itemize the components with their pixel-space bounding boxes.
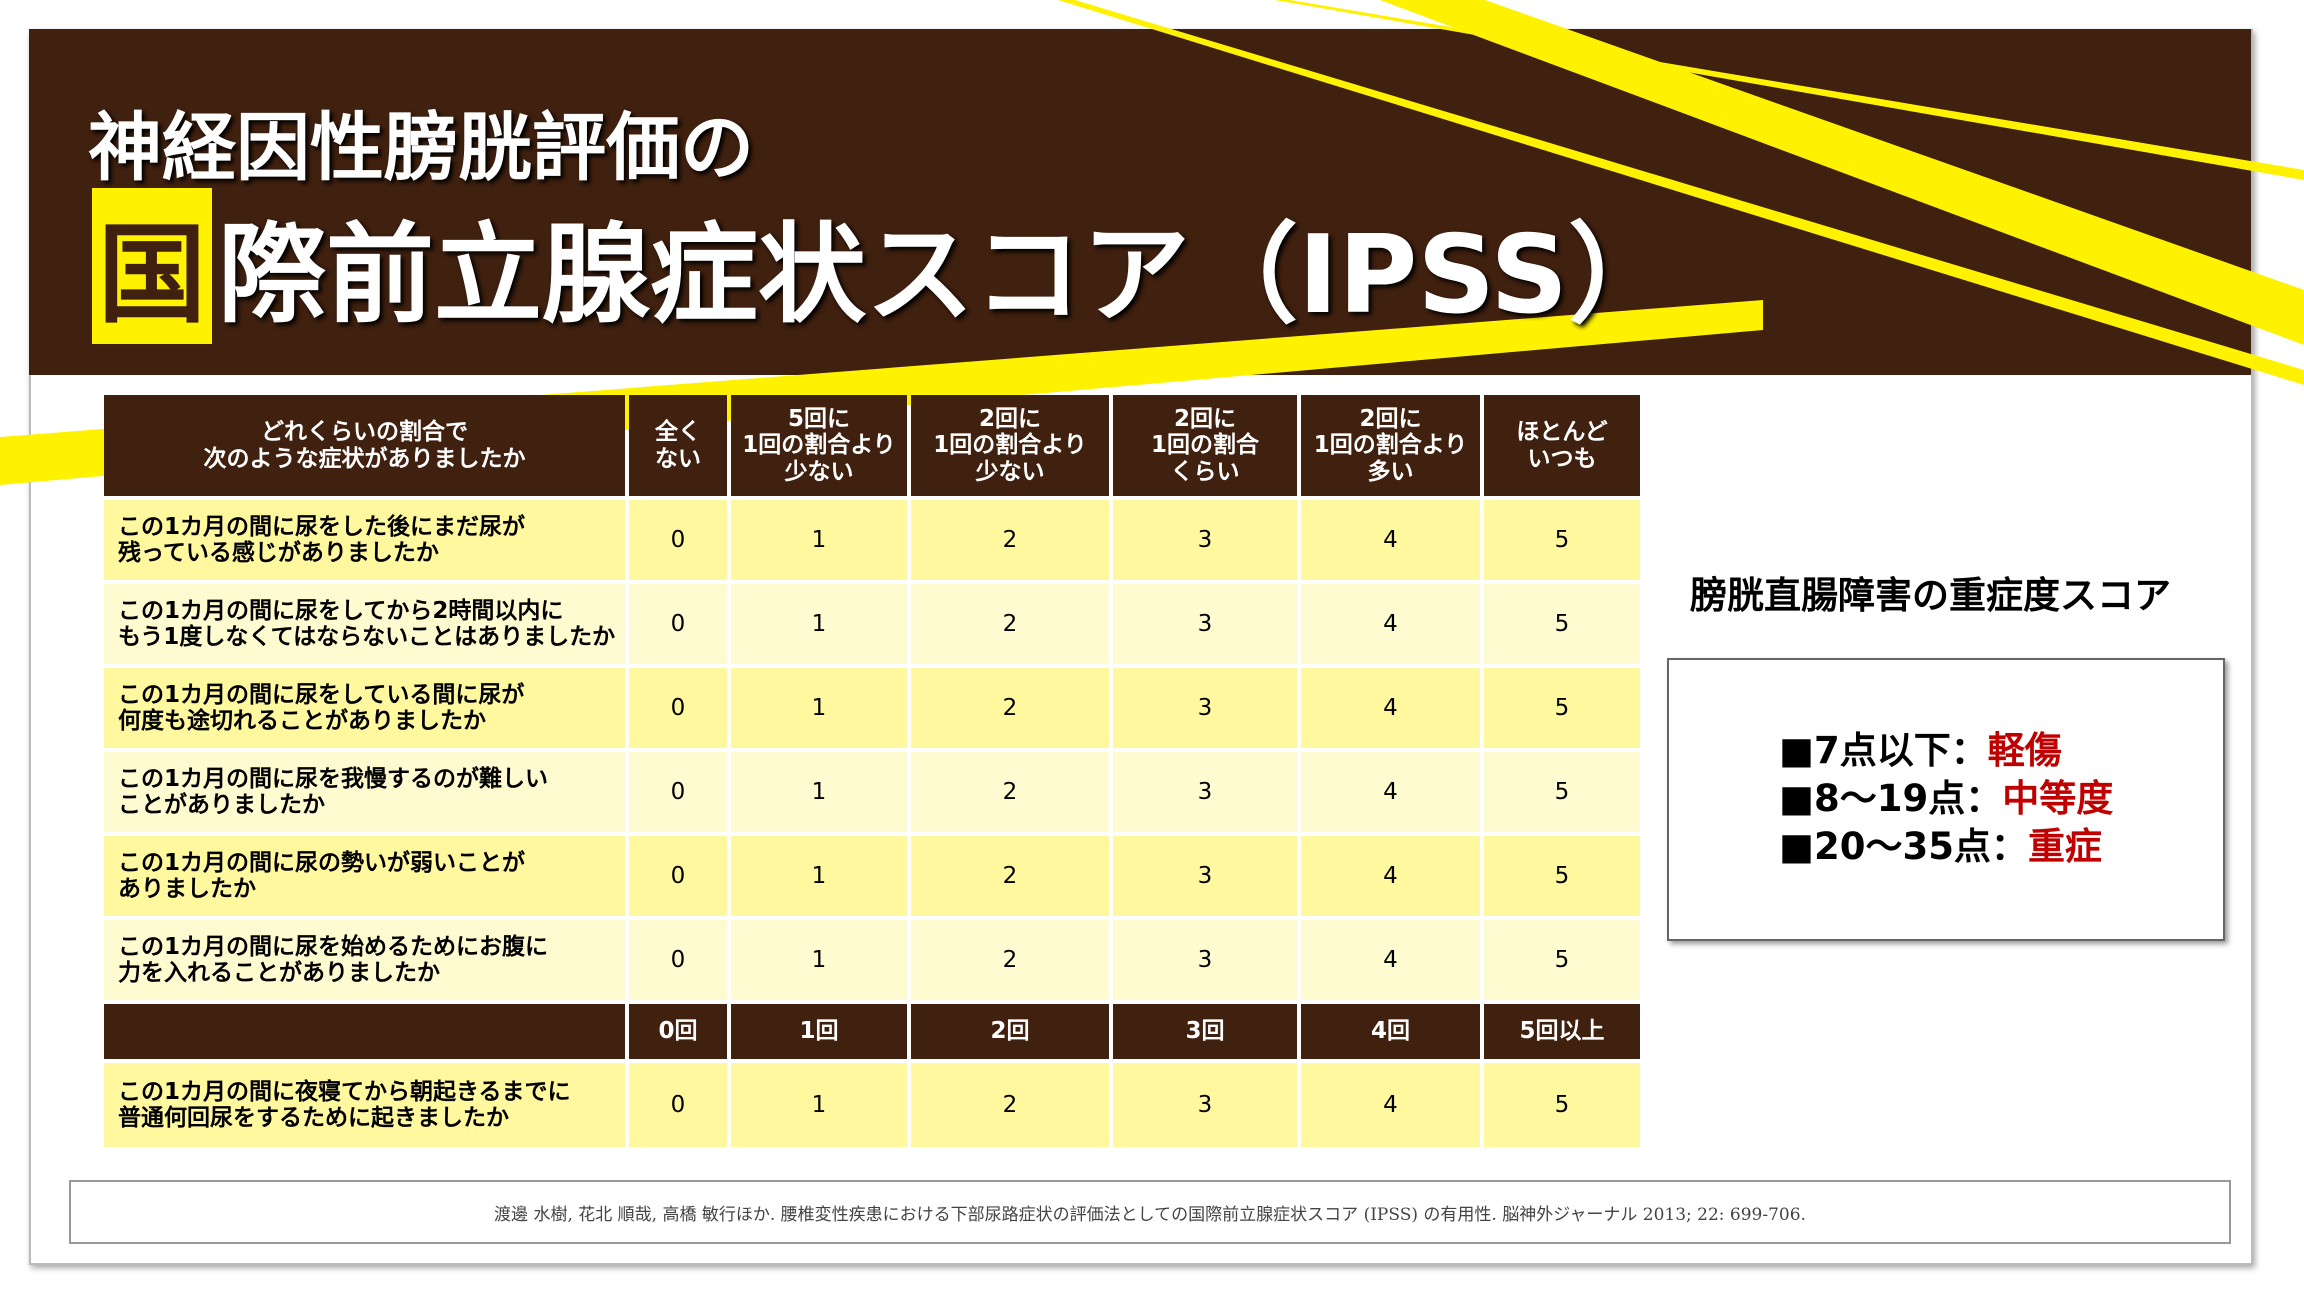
question-cell: この1カ月の間に尿を我慢するのが難しい ことがありましたか (104, 752, 625, 832)
score-cell: 4 (1301, 836, 1480, 916)
score-cell: 3 (1113, 752, 1297, 832)
ipss-table: どれくらいの割合で 次のような症状がありましたか 全く ない 5回に 1回の割合より… (100, 391, 1644, 1151)
score-cell: 3 (1113, 920, 1297, 1000)
score-cell: 5 (1484, 752, 1640, 832)
score-cell: 2 (911, 584, 1109, 664)
score-cell: 1 (731, 836, 907, 916)
score-cell: 2 (911, 1063, 1109, 1147)
score-cell: 1 (731, 584, 907, 664)
severity-item: ■7点以下：軽傷 (1779, 720, 2062, 774)
score-cell: 3 (1113, 1063, 1297, 1147)
score-cell: 5 (1484, 1063, 1640, 1147)
score-cell: 4 (1301, 500, 1480, 580)
severity-item: ■20～35点：重症 (1779, 816, 2102, 870)
question-row: この1カ月の間に尿をしてから2時間以内に もう1度しなくてはならないことはありま… (104, 584, 1640, 664)
score-cell: 5 (1484, 500, 1640, 580)
title-line2: 国際前立腺症状スコア（IPSS） (92, 188, 1676, 344)
score-cell: 5 (1484, 920, 1640, 1000)
question-row: この1カ月の間に夜寝てから朝起きるまでに 普通何回尿をするために起きましたか 0 1… (104, 1063, 1640, 1147)
header-cell: 2回に 1回の割合より 少ない (911, 395, 1109, 496)
question-row: この1カ月の間に尿を我慢するのが難しい ことがありましたか 0 1 2 3 4 5 (104, 752, 1640, 832)
score-cell: 2 (911, 836, 1109, 916)
score-cell: 5 (1484, 836, 1640, 916)
severity-range: ■8～19点： (1779, 777, 2003, 820)
question-cell: この1カ月の間に尿を始めるためにお腹に 力を入れることがありましたか (104, 920, 625, 1000)
score-cell: 0 (629, 836, 727, 916)
title-rest: 際前立腺症状スコア（IPSS） (218, 213, 1677, 338)
score-cell: 5 (1484, 668, 1640, 748)
score-cell: 1 (731, 920, 907, 1000)
score-cell: 3 (1113, 584, 1297, 664)
score-cell: 4 (1301, 752, 1480, 832)
header-cell: 全く ない (629, 395, 727, 496)
score-cell: 4 (1301, 668, 1480, 748)
severity-range: ■7点以下： (1779, 729, 1988, 772)
header-cell: 2回に 1回の割合より 多い (1301, 395, 1480, 496)
question-row: この1カ月の間に尿をした後にまだ尿が 残っている感じがありましたか 0 1 2 3 4 5 (104, 500, 1640, 580)
score-cell: 1 (731, 752, 907, 832)
score-cell: 5 (1484, 584, 1640, 664)
question-row: この1カ月の間に尿をしている間に尿が 何度も途切れることがありましたか 0 1 2 3 4… (104, 668, 1640, 748)
severity-title: 膀胱直腸障害の重症度スコア (1690, 574, 2171, 617)
severity-box: ■7点以下：軽傷 ■8～19点：中等度 ■20～35点：重症 (1667, 658, 2225, 941)
score-cell: 2 (911, 668, 1109, 748)
header-cell: 0回 (629, 1004, 727, 1059)
severity-level: 軽傷 (1987, 729, 2062, 772)
header-cell: 5回以上 (1484, 1004, 1640, 1059)
title-line1: 神経因性膀胱評価の (88, 105, 754, 191)
question-cell: この1カ月の間に尿をした後にまだ尿が 残っている感じがありましたか (104, 500, 625, 580)
score-cell: 1 (731, 668, 907, 748)
score-cell: 3 (1113, 836, 1297, 916)
score-cell: 0 (629, 584, 727, 664)
severity-range: ■20～35点： (1779, 825, 2028, 868)
header-cell: 5回に 1回の割合より 少ない (731, 395, 907, 496)
score-cell: 4 (1301, 920, 1480, 1000)
score-cell: 0 (629, 668, 727, 748)
score-cell: 1 (731, 1063, 907, 1147)
score-cell: 2 (911, 752, 1109, 832)
score-cell: 0 (629, 500, 727, 580)
header-cell (104, 1004, 625, 1059)
severity-level: 重症 (2027, 825, 2102, 868)
score-cell: 2 (911, 500, 1109, 580)
severity-level: 中等度 (2002, 777, 2114, 820)
score-cell: 0 (629, 752, 727, 832)
header-cell: 4回 (1301, 1004, 1480, 1059)
score-cell: 3 (1113, 500, 1297, 580)
header-cell: 3回 (1113, 1004, 1297, 1059)
score-cell: 1 (731, 500, 907, 580)
severity-item: ■8～19点：中等度 (1779, 768, 2113, 822)
citation: 渡邊 水樹, 花北 順哉, 高橋 敏行ほか. 腰椎変性疾患における下部尿路症状の… (69, 1180, 2231, 1244)
header-cell: ほとんど いつも (1484, 395, 1640, 496)
question-cell: この1カ月の間に尿の勢いが弱いことが ありましたか (104, 836, 625, 916)
header-band (29, 29, 2251, 375)
header-row: どれくらいの割合で 次のような症状がありましたか 全く ない 5回に 1回の割合より… (104, 395, 1640, 496)
title-highlight: 国 (92, 188, 213, 344)
question-row: この1カ月の間に尿の勢いが弱いことが ありましたか 0 1 2 3 4 5 (104, 836, 1640, 916)
score-cell: 4 (1301, 1063, 1480, 1147)
question-cell: この1カ月の間に尿をしている間に尿が 何度も途切れることがありましたか (104, 668, 625, 748)
score-cell: 2 (911, 920, 1109, 1000)
question-cell: この1カ月の間に尿をしてから2時間以内に もう1度しなくてはならないことはありま… (104, 584, 625, 664)
score-cell: 3 (1113, 668, 1297, 748)
header-cell: 2回 (911, 1004, 1109, 1059)
score-cell: 0 (629, 920, 727, 1000)
question-cell: この1カ月の間に夜寝てから朝起きるまでに 普通何回尿をするために起きましたか (104, 1063, 625, 1147)
header-row-2: 0回 1回 2回 3回 4回 5回以上 (104, 1004, 1640, 1059)
score-cell: 0 (629, 1063, 727, 1147)
score-cell: 4 (1301, 584, 1480, 664)
header-cell: 1回 (731, 1004, 907, 1059)
question-row: この1カ月の間に尿を始めるためにお腹に 力を入れることがありましたか 0 1 2 3 4 5 (104, 920, 1640, 1000)
header-cell: 2回に 1回の割合 くらい (1113, 395, 1297, 496)
header-cell: どれくらいの割合で 次のような症状がありましたか (104, 395, 625, 496)
